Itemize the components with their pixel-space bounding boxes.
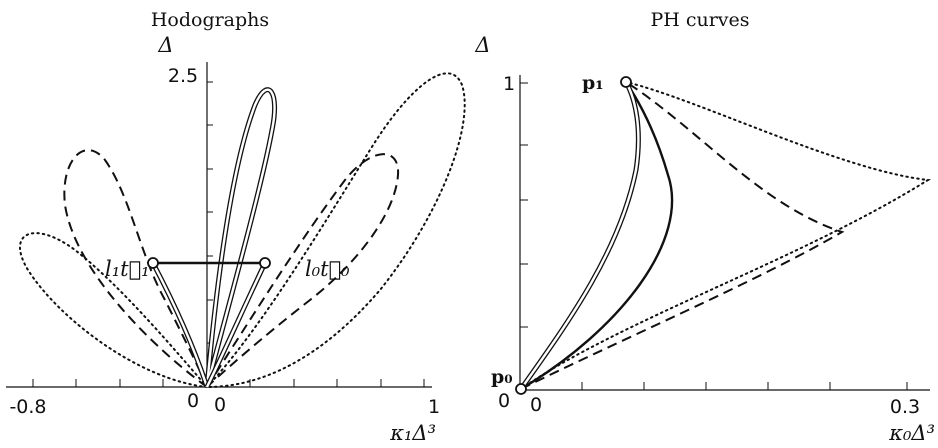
- left-x-tick-label: -0.8: [9, 396, 46, 418]
- left-tangent-annotation: l₁t⃗₁: [105, 257, 150, 281]
- left-chart-title: Hodographs: [151, 9, 269, 31]
- ph-double-curve-inner: [520, 81, 640, 390]
- right-chart-title: PH curves: [650, 9, 749, 31]
- right-double-arm-inner: [205, 262, 267, 388]
- left-dotted-lobe: [19, 232, 208, 388]
- right-y-ticks: [520, 82, 528, 328]
- ph-dotted-curve: [520, 81, 931, 390]
- left-x-tick-label: 0: [214, 394, 226, 416]
- left-y-axis-label: Δ: [157, 33, 173, 57]
- ph-double-curve-outer: [518, 80, 641, 391]
- right-dashed-lobe: [206, 153, 400, 388]
- p0-label: p₀: [491, 366, 513, 388]
- right-panel: PH curves Δ κ₀Δ³ 0 1 0 0.3: [474, 9, 935, 445]
- right-y-tick-label-one: 1: [503, 73, 515, 95]
- right-y-axis-label: Δ: [474, 33, 490, 57]
- right-x-tick-label: 0.3: [890, 396, 920, 418]
- right-x-ticks: [581, 382, 908, 390]
- left-x-tick-label: 0: [187, 390, 199, 412]
- right-tangent-annotation: l₀t⃗₀: [305, 257, 350, 281]
- left-y-tick-label: 2.5: [168, 65, 198, 87]
- left-x-axis-label: κ₁Δ³: [389, 421, 436, 445]
- right-dotted-lobe: [206, 72, 466, 388]
- left-panel: Hodographs Δ κ₁Δ³ -0.8 0: [6, 9, 466, 445]
- right-tangent-endpoint: [259, 257, 271, 269]
- right-x-tick-label-zero: 0: [530, 394, 542, 416]
- left-x-ticks: [32, 379, 425, 387]
- left-double-arm-outer: [150, 261, 210, 388]
- ph-solid-curve: [520, 81, 674, 391]
- left-dashed-lobe: [63, 149, 208, 388]
- central-double-loop-inner: [205, 88, 276, 388]
- p1-label: p₁: [582, 72, 604, 94]
- left-double-arm-inner: [151, 262, 209, 388]
- right-x-axis-label: κ₀Δ³: [888, 421, 935, 445]
- right-y-tick-label-zero: 0: [498, 390, 510, 412]
- p0-point: [515, 383, 527, 395]
- central-double-loop-outer: [204, 87, 278, 388]
- ph-dashed-curve: [520, 81, 845, 390]
- left-tangent-endpoint: [147, 257, 159, 269]
- left-y-ticks: [207, 81, 213, 344]
- p1-point: [620, 76, 632, 88]
- left-x-tick-label: 1: [428, 396, 440, 418]
